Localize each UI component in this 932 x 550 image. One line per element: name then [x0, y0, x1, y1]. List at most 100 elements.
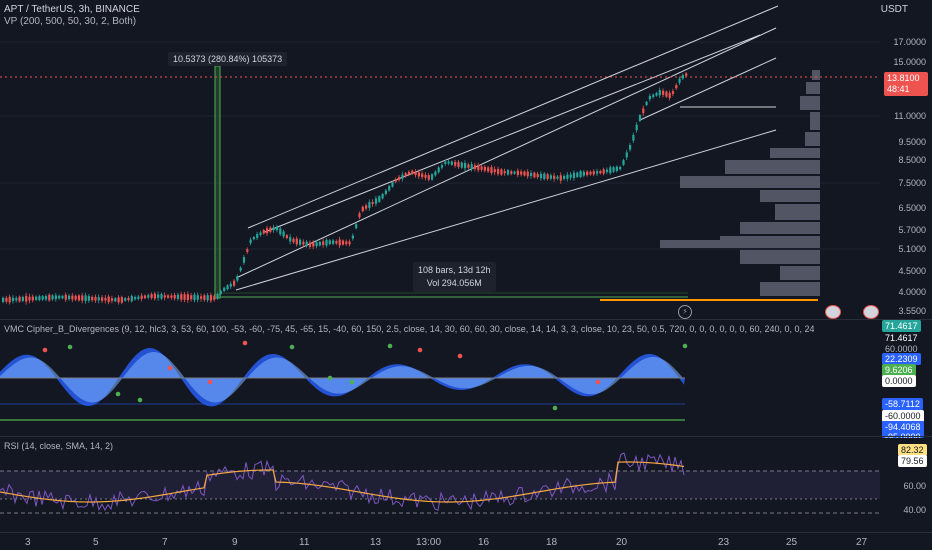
candle-body: [493, 169, 496, 173]
rsi-legend[interactable]: RSI (14, close, SMA, 14, 2): [4, 441, 114, 451]
candle-body: [64, 294, 67, 300]
us-flag-icon[interactable]: [863, 305, 879, 319]
currency-label[interactable]: USDT: [880, 4, 908, 15]
vp-bar: [806, 82, 820, 94]
candle-body: [335, 241, 338, 244]
candle-body: [477, 164, 480, 171]
rsi-axis-label: 40.00: [903, 505, 926, 515]
lightning-icon[interactable]: ⚡: [678, 305, 692, 319]
candle-body: [394, 179, 397, 182]
candle-body: [407, 171, 411, 175]
candle-body: [266, 228, 269, 234]
candle-body: [91, 296, 94, 301]
measure-label[interactable]: 10.5373 (280.84%) 105373: [168, 52, 288, 66]
candle-body: [652, 94, 655, 98]
candle-body: [117, 297, 120, 303]
vp-bar: [740, 250, 820, 264]
candle-body: [51, 295, 54, 300]
vp-bar: [805, 132, 820, 146]
cipher-legend[interactable]: VMC Cipher_B_Divergences (9, 12, hlc3, 3…: [4, 324, 814, 334]
time-axis-label: 9: [232, 537, 238, 548]
current-price: 13.8100: [887, 73, 920, 83]
pane-separator[interactable]: [0, 319, 932, 320]
candle-body: [440, 165, 444, 168]
candle-body: [104, 298, 107, 301]
candle-body: [632, 134, 635, 141]
volume-profile-legend[interactable]: VP (200, 500, 50, 30, 2, Both): [4, 16, 137, 27]
candle-body: [388, 186, 391, 191]
candle-body: [97, 297, 100, 301]
candle-body: [282, 231, 285, 237]
price-axis-label: 5.1000: [898, 244, 926, 254]
candle-body: [236, 276, 239, 281]
candle-body: [295, 238, 298, 245]
time-axis-separator: [0, 532, 932, 533]
candle-body: [506, 170, 510, 175]
time-axis-label: 27: [856, 537, 868, 548]
bar-countdown: 48:41: [887, 84, 910, 94]
candle-body: [530, 172, 533, 177]
pane-separator[interactable]: [0, 436, 932, 437]
candle-body: [447, 161, 450, 164]
cipher-value: 0.0000: [882, 375, 916, 387]
candle-body: [48, 294, 51, 301]
time-axis-label: 7: [162, 537, 168, 548]
price-axis-label: 17.0000: [893, 37, 926, 47]
candle-body: [130, 295, 133, 302]
candle-body: [15, 298, 18, 301]
candle-body: [483, 166, 486, 171]
rsi-sma-line: [0, 461, 685, 503]
candle-body: [186, 294, 189, 301]
candle-body: [404, 173, 407, 177]
rsi-value: 82.32: [898, 444, 927, 456]
candle-body: [160, 294, 163, 299]
candle-body: [124, 298, 127, 301]
candle-body: [596, 171, 599, 174]
candle-body: [18, 296, 21, 302]
candle-body: [41, 296, 44, 300]
price-chart[interactable]: [0, 0, 932, 318]
candle-body: [612, 167, 615, 172]
rsi-chart[interactable]: [0, 437, 880, 532]
cipher-chart[interactable]: [0, 320, 880, 435]
candle-body: [533, 172, 536, 178]
candle-body: [444, 161, 447, 164]
candle-body: [219, 291, 222, 294]
candle-body: [325, 239, 328, 246]
range-info-box[interactable]: 108 bars, 13d 12h Vol 294.056M: [413, 262, 496, 292]
candle-body: [137, 296, 140, 299]
time-axis-label: 5: [93, 537, 99, 548]
wavetrend-fast-area: [0, 352, 685, 403]
signal-dot: [289, 344, 295, 350]
candle-body: [609, 167, 612, 174]
price-axis-label: 8.5000: [898, 155, 926, 165]
time-axis-label: 13: [370, 537, 382, 548]
signal-dot: [207, 379, 213, 385]
candle-body: [431, 174, 434, 180]
signal-dot: [349, 379, 355, 385]
candle-body: [87, 296, 90, 301]
candle-series: [2, 72, 688, 305]
us-flag-icon[interactable]: [825, 305, 841, 319]
price-axis-label: 11.0000: [894, 111, 926, 121]
candle-body: [345, 241, 348, 245]
candle-body: [411, 170, 414, 175]
channel-line-inner: [264, 34, 761, 233]
candle-body: [279, 228, 282, 235]
candle-body: [216, 293, 219, 299]
candle-body: [348, 241, 351, 245]
candle-body: [180, 294, 183, 300]
candle-body: [368, 202, 371, 208]
range-bars: 108 bars, 13d 12h: [418, 265, 491, 275]
symbol-title[interactable]: APT / TetherUS, 3h, BINANCE: [4, 4, 140, 15]
candle-body: [582, 171, 585, 176]
candle-body: [497, 168, 500, 174]
candle-body: [454, 161, 457, 166]
candle-body: [464, 163, 467, 169]
candle-body: [143, 295, 147, 299]
channel-line-lower: [235, 129, 777, 291]
candle-body: [510, 171, 513, 174]
candle-body: [299, 239, 302, 245]
price-axis-label: 3.5500: [898, 306, 926, 316]
candle-body: [167, 295, 170, 298]
